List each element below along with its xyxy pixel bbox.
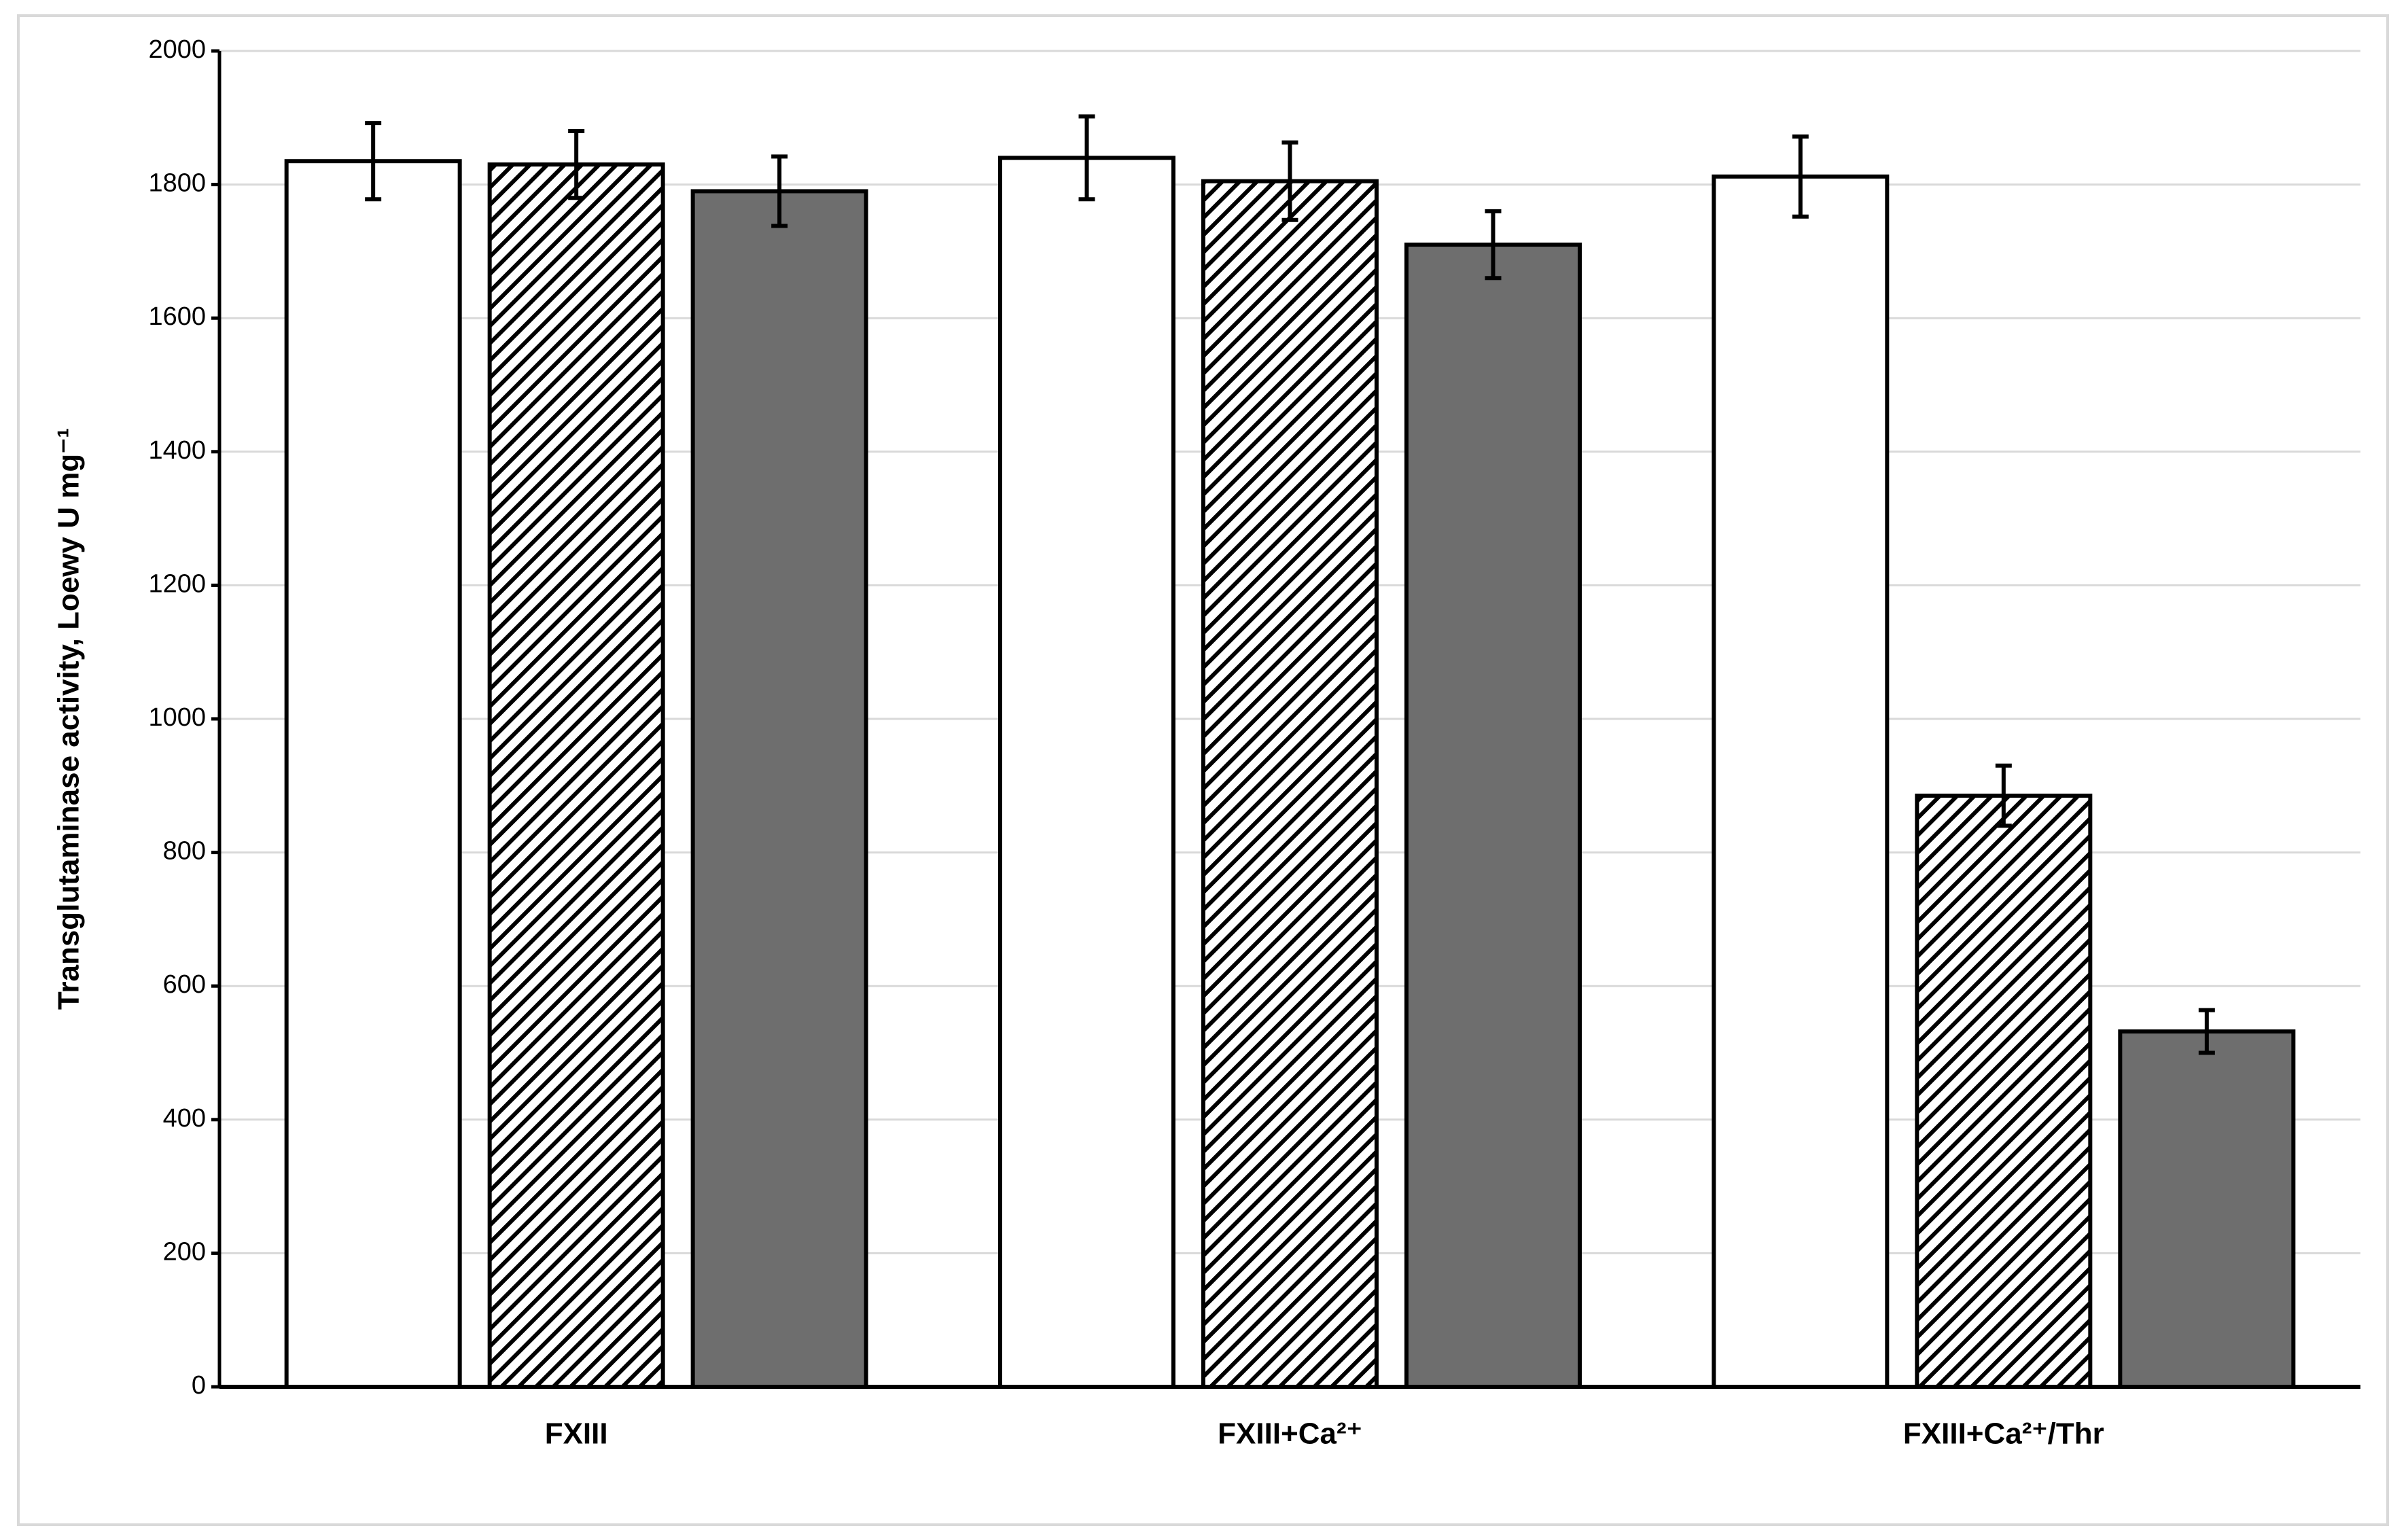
x-tick-label: FXIII+Ca²⁺	[1218, 1417, 1362, 1451]
error-bar	[365, 121, 382, 202]
y-tick-label: 1200	[148, 569, 206, 598]
bar	[998, 156, 1175, 1389]
y-tick-label: 1000	[148, 703, 206, 732]
y-tick-label: 1600	[148, 302, 206, 331]
y-tick-label: 1800	[148, 169, 206, 198]
y-tick-label: 0	[192, 1371, 206, 1400]
y-tick-label: 2000	[148, 35, 206, 64]
bar	[1201, 179, 1379, 1389]
bar	[1404, 243, 1582, 1390]
y-tick-label: 400	[163, 1104, 206, 1133]
bar	[284, 159, 462, 1390]
error-bar	[1792, 134, 1809, 219]
y-tick-label: 1400	[148, 436, 206, 465]
bar	[690, 189, 868, 1389]
y-tick-label: 600	[163, 970, 206, 999]
error-bar	[2198, 1008, 2215, 1055]
bar	[1915, 794, 2093, 1390]
y-tick-label: 800	[163, 837, 206, 866]
error-bar	[1078, 114, 1095, 202]
error-bar	[1281, 140, 1298, 222]
error-bar	[568, 128, 585, 200]
bar	[487, 162, 665, 1390]
error-bar	[771, 154, 788, 228]
error-bar	[1995, 763, 2012, 828]
error-bar	[1485, 209, 1502, 281]
y-axis-label: Transglutaminase activity, Loewy U mg⁻¹	[52, 428, 86, 1010]
bar	[1712, 174, 1890, 1390]
y-tick-label: 200	[163, 1237, 206, 1266]
x-tick-label: FXIII+Ca²⁺/Thr	[1903, 1417, 2104, 1451]
chart-border	[17, 14, 2389, 1526]
bar	[2118, 1029, 2296, 1389]
x-tick-label: FXIII	[545, 1417, 608, 1451]
